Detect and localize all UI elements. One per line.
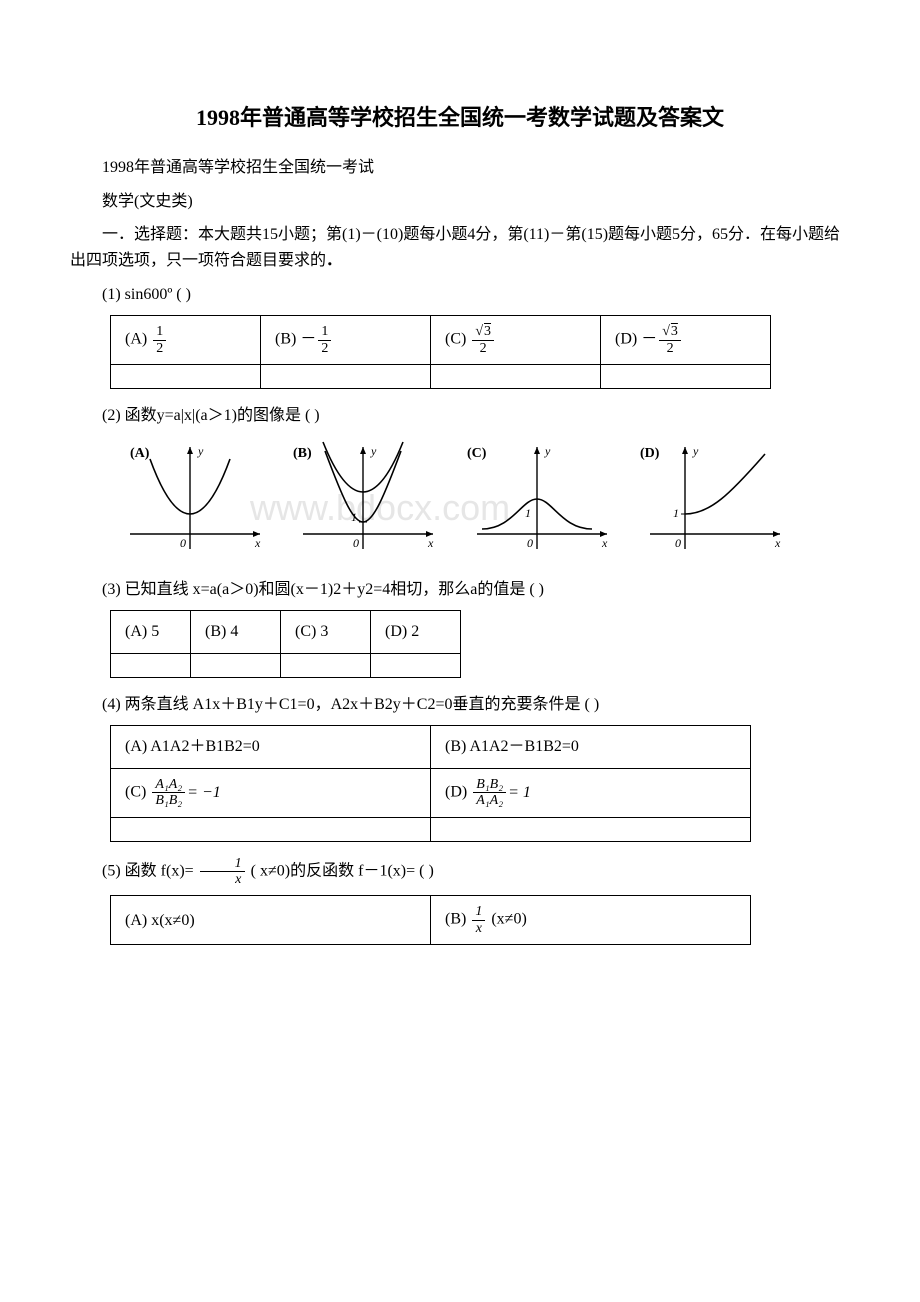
- svg-text:y: y: [544, 444, 551, 458]
- page-title: 1998年普通高等学校招生全国统一考数学试题及答案文: [70, 100, 850, 135]
- q1-opt-a: (A) 12: [111, 316, 261, 365]
- q1-stem: (1) sin600º ( ): [70, 282, 850, 308]
- q3-opt-a: (A) 5: [111, 611, 191, 654]
- svg-text:x: x: [774, 536, 781, 550]
- svg-text:x: x: [601, 536, 608, 550]
- q2-graph-c: (C) y x 0 1: [457, 439, 617, 559]
- q1-options-table: (A) 12 (B) －12 (C) √32 (D) －√32: [110, 315, 771, 389]
- svg-text:y: y: [692, 444, 699, 458]
- svg-text:0: 0: [353, 536, 359, 550]
- svg-text:y: y: [370, 444, 377, 458]
- q5-opt-b: (B) 1x (x≠0): [431, 896, 751, 945]
- svg-text:0: 0: [180, 536, 186, 550]
- q5-stem: (5) 函数 f(x)= 1x ( x≠0)的反函数 f－1(x)= ( ): [70, 856, 850, 888]
- svg-text:x: x: [427, 536, 434, 550]
- q1-opt-d: (D) －√32: [601, 316, 771, 365]
- svg-text:0: 0: [527, 536, 533, 550]
- q2-graphs: (A) y x 0 (B) y x 0 1 (C): [110, 439, 790, 559]
- q2-stem: (2) 函数y=a|x|(a＞1)的图像是 ( ): [70, 403, 850, 429]
- q4-opt-b: (B) A1A2－B1B2=0: [431, 726, 751, 769]
- svg-text:y: y: [197, 444, 204, 458]
- instructions: 一．选择题：本大题共15小题；第(1)－(10)题每小题4分，第(11)－第(1…: [70, 222, 850, 273]
- q2-graph-a: (A) y x 0: [110, 439, 270, 559]
- subtitle: 1998年普通高等学校招生全国统一考试: [70, 155, 850, 181]
- q5-opt-a: (A) x(x≠0): [111, 896, 431, 945]
- q2-graph-d: (D) y x 0 1: [630, 439, 790, 559]
- q4-options-table: (A) A1A2＋B1B2=0 (B) A1A2－B1B2=0 (C) A₁A₂…: [110, 725, 751, 841]
- q4-opt-c: (C) A₁A₂B₁B₂ = −1: [111, 768, 431, 817]
- svg-text:x: x: [254, 536, 261, 550]
- q1-opt-b: (B) －12: [261, 316, 431, 365]
- svg-text:(A): (A): [130, 446, 150, 461]
- svg-text:0: 0: [675, 536, 681, 550]
- q3-stem: (3) 已知直线 x=a(a＞0)和圆(x－1)2＋y2=4相切，那么a的值是 …: [70, 577, 850, 603]
- svg-text:1: 1: [673, 506, 679, 520]
- q3-opt-b: (B) 4: [191, 611, 281, 654]
- q3-options-table: (A) 5 (B) 4 (C) 3 (D) 2: [110, 610, 461, 678]
- q3-opt-d: (D) 2: [371, 611, 461, 654]
- svg-text:1: 1: [525, 506, 531, 520]
- q4-opt-a: (A) A1A2＋B1B2=0: [111, 726, 431, 769]
- q2-graph-b: (B) y x 0 1: [283, 439, 443, 559]
- svg-text:(C): (C): [467, 446, 487, 461]
- svg-text:(D): (D): [640, 446, 660, 461]
- svg-text:(B): (B): [293, 446, 312, 461]
- q1-opt-c: (C) √32: [431, 316, 601, 365]
- q3-opt-c: (C) 3: [281, 611, 371, 654]
- q5-options-table: (A) x(x≠0) (B) 1x (x≠0): [110, 895, 751, 945]
- subject: 数学(文史类): [70, 189, 850, 215]
- q4-stem: (4) 两条直线 A1x＋B1y＋C1=0，A2x＋B2y＋C2=0垂直的充要条…: [70, 692, 850, 718]
- q4-opt-d: (D) B₁B₂A₁A₂ = 1: [431, 768, 751, 817]
